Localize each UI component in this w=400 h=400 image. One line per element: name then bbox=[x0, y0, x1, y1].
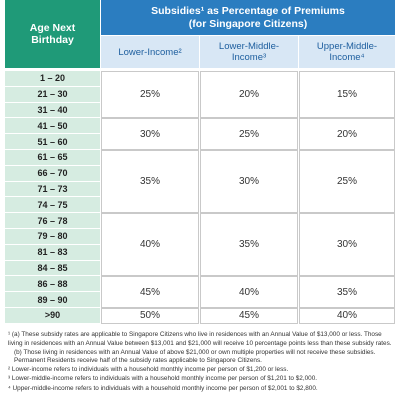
subsidy-cell: 20% bbox=[200, 71, 298, 119]
age-cell: 1 – 20 bbox=[5, 71, 100, 87]
subsidy-cell: 25% bbox=[200, 118, 298, 150]
footnote: ⁴ Upper-middle-income refers to individu… bbox=[8, 384, 318, 392]
age-cell: 79 – 80 bbox=[5, 229, 100, 245]
subsidy-cell: 35% bbox=[299, 276, 395, 308]
age-cell: 76 – 78 bbox=[5, 213, 100, 229]
subsidy-cell: 25% bbox=[101, 71, 199, 119]
age-cell: 66 – 70 bbox=[5, 165, 100, 182]
subsidy-cell: 35% bbox=[200, 213, 298, 277]
age-cell: 41 – 50 bbox=[5, 118, 100, 135]
subsidy-cell: 30% bbox=[200, 150, 298, 214]
age-cell: 31 – 40 bbox=[5, 102, 100, 119]
footnote: ³ Lower-middle-income refers to individu… bbox=[8, 375, 318, 383]
age-cell: 51 – 60 bbox=[5, 134, 100, 150]
subsidy-cell: 25% bbox=[299, 150, 395, 214]
age-cell: 74 – 75 bbox=[5, 197, 100, 214]
footnotes: ¹ (a) These subsidy rates are applicable… bbox=[8, 331, 396, 394]
column-header: Upper-Middle-Income⁴ bbox=[299, 36, 395, 68]
subsidy-cell: 45% bbox=[200, 308, 298, 324]
subsidy-cell: 30% bbox=[101, 118, 199, 150]
column-header: Lower-Income² bbox=[101, 36, 199, 68]
age-cell: 61 – 65 bbox=[5, 150, 100, 166]
age-cell: 86 – 88 bbox=[5, 276, 100, 293]
subsidy-cell: 50% bbox=[101, 308, 199, 324]
subsidy-cell: 40% bbox=[200, 276, 298, 308]
subsidy-header: Subsidies¹ as Percentage of Premiums (fo… bbox=[101, 0, 395, 35]
subsidy-cell: 35% bbox=[101, 150, 199, 214]
age-cell: 84 – 85 bbox=[5, 260, 100, 277]
footnote: ² Lower-income refers to individuals wit… bbox=[8, 366, 289, 374]
age-cell: 89 – 90 bbox=[5, 292, 100, 308]
subsidy-cell: 15% bbox=[299, 71, 395, 119]
age-cell: 71 – 73 bbox=[5, 181, 100, 198]
footnote: ¹ (a) These subsidy rates are applicable… bbox=[8, 331, 392, 347]
age-cell: 81 – 83 bbox=[5, 244, 100, 261]
column-header: Lower-Middle-Income³ bbox=[200, 36, 298, 68]
subsidy-cell: 30% bbox=[299, 213, 395, 277]
subsidy-cell: 40% bbox=[299, 308, 395, 324]
subsidy-cell: 40% bbox=[101, 213, 199, 277]
age-cell: >90 bbox=[5, 308, 100, 324]
subsidy-cell: 20% bbox=[299, 118, 395, 150]
footnote: (b) Those living in residences with an A… bbox=[14, 348, 376, 365]
age-header: Age Next Birthday bbox=[5, 0, 100, 68]
age-cell: 21 – 30 bbox=[5, 86, 100, 103]
subsidy-title: Subsidies¹ as Percentage of Premiums bbox=[151, 4, 345, 17]
subsidy-cell: 45% bbox=[101, 276, 199, 308]
subsidy-subtitle: (for Singapore Citizens) bbox=[188, 17, 308, 30]
